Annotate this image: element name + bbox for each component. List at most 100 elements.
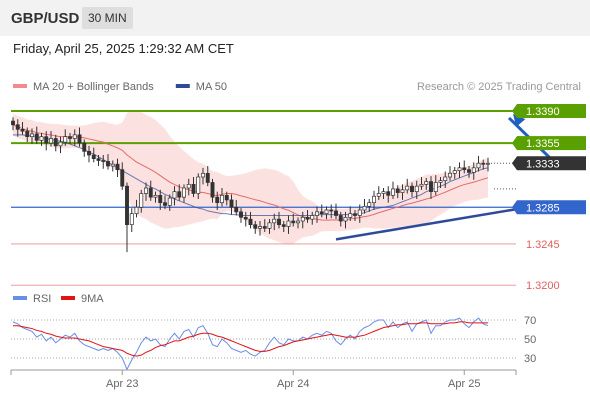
- candle-body-47: [234, 206, 239, 213]
- candle-body-55: [272, 218, 277, 224]
- x-tick-label-2: Apr 25: [448, 378, 480, 390]
- candle-body-84: [410, 185, 414, 193]
- x-tick-label-1: Apr 24: [277, 378, 309, 390]
- candle-body-22: [115, 163, 120, 171]
- ma20-line: [12, 124, 489, 221]
- candle-body-89: [433, 182, 438, 193]
- candle-body-78: [381, 191, 386, 194]
- header-bar: GBP/USD 30 MIN: [0, 0, 590, 36]
- legend-swatch-0: [13, 84, 27, 88]
- price-tag-label-0: 1.3390: [526, 106, 560, 118]
- candle-body-52: [258, 226, 262, 229]
- candle-body-70: [343, 216, 348, 222]
- candle-body-72: [353, 213, 357, 216]
- candle-body-64: [315, 211, 319, 216]
- candle-body-74: [362, 205, 367, 211]
- candle-body-86: [419, 183, 424, 187]
- timeframe-badge[interactable]: 30 MIN: [82, 7, 133, 29]
- candle-body-68: [334, 210, 338, 216]
- candle-body-21: [110, 163, 115, 167]
- candle-body-1: [15, 124, 20, 130]
- chart-datetime: Friday, April 25, 2025 1:29:32 AM CET: [13, 41, 234, 56]
- candle-body-7: [44, 136, 49, 144]
- candle-body-71: [348, 213, 353, 218]
- candle-body-90: [438, 180, 443, 183]
- candle-body-32: [163, 202, 167, 206]
- candle-body-60: [296, 220, 300, 224]
- candle-body-30: [153, 194, 158, 198]
- candle-body-66: [324, 209, 329, 215]
- candle-body-38: [191, 183, 196, 194]
- candle-body-99: [481, 162, 486, 165]
- candle-body-23: [120, 169, 125, 187]
- candle-body-54: [267, 222, 272, 229]
- rsi-legend-label-0: RSI: [33, 293, 51, 305]
- price-tag-box-2: [517, 156, 586, 171]
- candle-body-56: [277, 218, 281, 226]
- candle-body-6: [39, 136, 44, 141]
- candle-body-67: [329, 209, 334, 212]
- candle-body-58: [286, 220, 291, 227]
- candle-body-18: [96, 158, 101, 161]
- candle-body-41: [205, 172, 210, 183]
- symbol-title: GBP/USD: [11, 10, 80, 27]
- candle-body-27: [139, 193, 144, 208]
- candle-body-83: [405, 185, 410, 191]
- candle-body-26: [134, 206, 139, 215]
- candle-body-9: [53, 138, 58, 147]
- candle-body-80: [391, 188, 395, 196]
- candle-body-92: [448, 172, 452, 178]
- candle-body-98: [476, 162, 481, 169]
- forecast-arrow-head: [513, 113, 526, 127]
- candle-body-87: [424, 181, 429, 185]
- candle-body-19: [101, 160, 106, 162]
- candle-body-46: [229, 199, 234, 208]
- candle-body-37: [186, 183, 191, 189]
- candle-body-50: [248, 218, 253, 226]
- candle-body-85: [414, 185, 419, 193]
- candle-body-93: [452, 170, 457, 174]
- price-tag-label-4: 1.3245: [526, 239, 560, 251]
- candle-body-91: [443, 176, 448, 182]
- rsi-level-label-0: 70: [524, 315, 536, 327]
- candle-body-75: [367, 202, 372, 207]
- candle-body-34: [172, 191, 177, 199]
- candle-body-8: [49, 138, 53, 144]
- candle-body-81: [395, 188, 400, 193]
- candle-body-97: [471, 167, 476, 173]
- price-tag-pointer-0: [512, 104, 517, 118]
- candle-body-2: [20, 128, 25, 132]
- candle-body-0: [11, 120, 15, 126]
- candle-body-79: [386, 191, 391, 196]
- candle-body-59: [291, 220, 296, 224]
- candle-body-76: [372, 195, 376, 204]
- candle-body-39: [196, 176, 201, 194]
- rsi-ma-line: [13, 321, 488, 357]
- candle-body-4: [30, 133, 34, 138]
- candle-body-57: [281, 224, 286, 227]
- candle-body-95: [462, 167, 467, 171]
- candle-body-31: [158, 194, 163, 204]
- price-tag-pointer-1: [512, 136, 517, 151]
- candle-body-96: [467, 169, 471, 173]
- price-tag-label-3: 1.3285: [526, 202, 560, 214]
- candle-body-28: [144, 187, 148, 194]
- candle-body-13: [72, 134, 77, 139]
- rsi-legend-swatch-0: [13, 296, 27, 300]
- candle-body-49: [243, 216, 248, 220]
- candle-body-48: [239, 211, 243, 218]
- candle-body-43: [215, 196, 220, 204]
- candle-body-36: [182, 187, 186, 198]
- rsi-legend-label-1: 9MA: [81, 293, 104, 305]
- candle-body-5: [34, 133, 39, 141]
- candle-body-12: [68, 136, 72, 139]
- candles-group: [11, 117, 490, 236]
- rsi-legend-swatch-1: [61, 296, 75, 300]
- candle-body-73: [357, 209, 362, 216]
- candle-body-53: [262, 226, 267, 229]
- candle-body-65: [319, 211, 324, 215]
- legend-label-0: MA 20 + Bollinger Bands: [33, 81, 154, 93]
- price-tag-label-1: 1.3355: [526, 138, 560, 150]
